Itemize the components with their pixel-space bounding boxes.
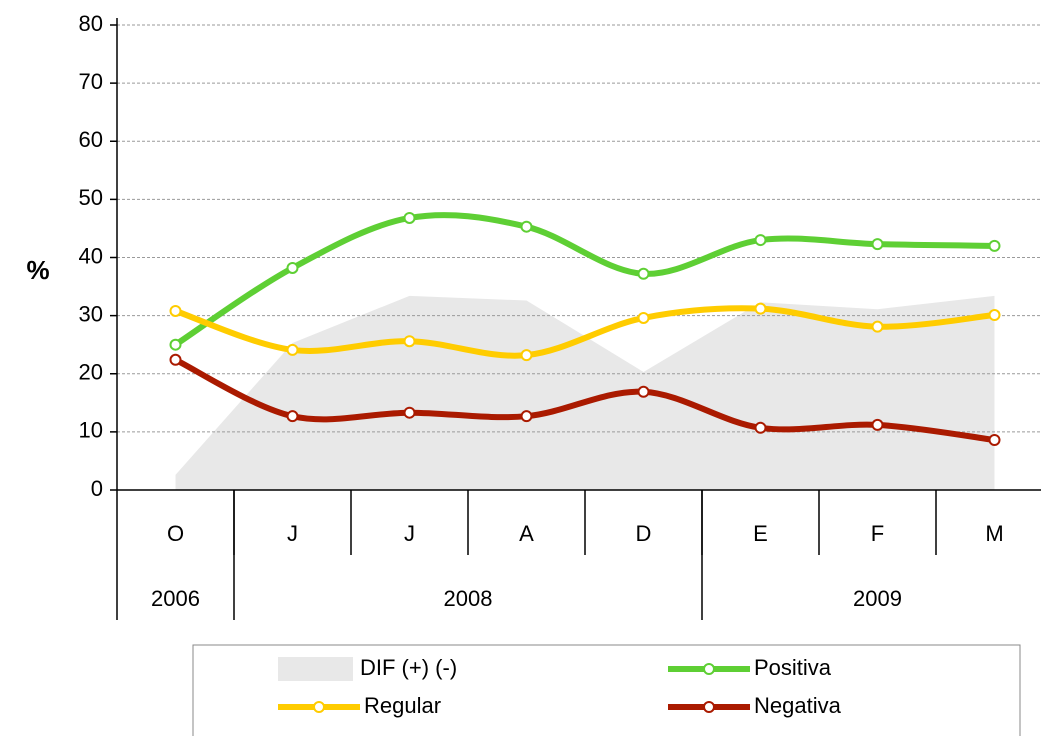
y-tick-label: 20 xyxy=(79,360,103,385)
marker xyxy=(403,211,416,224)
legend-label: Positiva xyxy=(754,655,832,680)
marker xyxy=(520,410,533,423)
x-tick-label: A xyxy=(519,521,534,546)
series-line xyxy=(174,357,995,443)
marker xyxy=(754,302,767,315)
marker xyxy=(988,309,1001,322)
x-tick-label: E xyxy=(753,521,768,546)
marker xyxy=(169,353,182,366)
marker xyxy=(754,421,767,434)
y-tick-label: 0 xyxy=(91,476,103,501)
legend-marker xyxy=(703,663,715,675)
y-axis-label: % xyxy=(26,255,49,285)
marker xyxy=(871,238,884,251)
marker xyxy=(988,434,1001,447)
x-tick-label: J xyxy=(404,521,415,546)
y-tick-label: 70 xyxy=(79,69,103,94)
y-tick-label: 40 xyxy=(79,243,103,268)
marker xyxy=(286,343,299,356)
y-tick-label: 60 xyxy=(79,127,103,152)
series-line xyxy=(173,212,995,348)
marker xyxy=(988,239,1001,252)
x-tick-label: J xyxy=(287,521,298,546)
year-label: 2008 xyxy=(444,586,493,611)
marker xyxy=(637,385,650,398)
legend-swatch xyxy=(278,657,353,681)
y-tick-label: 50 xyxy=(79,185,103,210)
marker xyxy=(520,220,533,233)
y-tick-label: 80 xyxy=(79,11,103,36)
marker xyxy=(637,267,650,280)
marker xyxy=(403,335,416,348)
legend-marker xyxy=(703,701,715,713)
marker xyxy=(871,320,884,333)
x-tick-label: M xyxy=(985,521,1003,546)
marker xyxy=(286,261,299,274)
x-tick-label: F xyxy=(871,521,884,546)
marker xyxy=(754,234,767,247)
y-tick-label: 10 xyxy=(79,418,103,443)
marker xyxy=(520,349,533,362)
marker xyxy=(169,304,182,317)
legend-label: Negativa xyxy=(754,693,842,718)
legend-label: Regular xyxy=(364,693,441,718)
marker xyxy=(403,406,416,419)
marker xyxy=(871,418,884,431)
year-label: 2006 xyxy=(151,586,200,611)
legend-marker xyxy=(313,701,325,713)
marker xyxy=(286,410,299,423)
legend-label: DIF (+) (-) xyxy=(360,655,457,680)
y-tick-label: 30 xyxy=(79,301,103,326)
marker xyxy=(169,338,182,351)
x-tick-label: D xyxy=(636,521,652,546)
x-tick-label: O xyxy=(167,521,184,546)
marker xyxy=(637,311,650,324)
year-label: 2009 xyxy=(853,586,902,611)
